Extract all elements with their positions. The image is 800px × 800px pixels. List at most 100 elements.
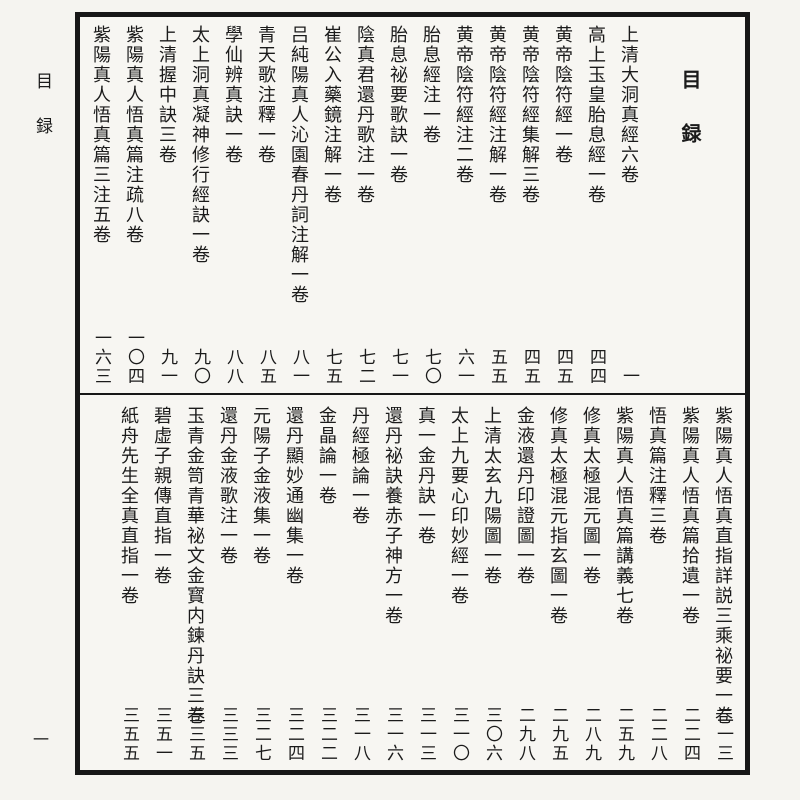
toc-entry: 胎息經注一卷 七〇 [412,25,445,389]
toc-entry: 黄帝陰符經注二卷 六一 [445,25,478,389]
toc-entry-title: 太上洞真凝神修行經訣一卷 [189,25,210,265]
toc-entry: 金晶論一卷 三二二 [308,406,341,766]
toc-entry: 青天歌注釋一卷 八五 [247,25,280,389]
toc-entry-title: 紫陽真人悟真篇注疏八卷 [123,25,144,245]
toc-entry-page-number: 三〇六 [482,706,502,763]
toc-entry: 胎息祕要歌訣一卷 七一 [379,25,412,389]
toc-entry-title: 學仙辨真訣一卷 [222,25,243,165]
toc-entry-title: 黄帝陰符經集解三卷 [519,25,540,205]
toc-entry-title: 青天歌注釋一卷 [255,25,276,165]
toc-entry-page-number: 九一 [157,348,177,386]
toc-entry-page-number: 一六三 [91,329,111,386]
toc-entry-page-number: 六一 [454,348,474,386]
toc-entry-title: 太上九要心印妙經一卷 [448,406,469,606]
toc-entry-page-number: 二一三 [713,706,733,763]
toc-entry-page-number: 一〇四 [124,329,144,386]
toc-entry-title: 修真太極混元圖一卷 [580,406,601,586]
toc-entry: 崔公入藥鏡注解一卷 七五 [313,25,346,389]
toc-entry-page-number: 三二七 [251,706,271,763]
margin-title-label: 目録 [32,72,52,162]
toc-entry: 紫陽真人悟真篇拾遺一卷 二二四 [671,406,704,766]
toc-entry-title: 悟真篇注釋三卷 [646,406,667,546]
toc-entry: 上清握中訣三卷 九一 [148,25,181,389]
toc-entry-page-number: 三三三 [218,706,238,763]
toc-entry-page-number: 二九八 [515,706,535,763]
toc-entry-title: 還丹金液歌注一卷 [217,406,238,566]
toc-entry: 丹經極論一卷 三一八 [341,406,374,766]
toc-entry-page-number: 一 [619,367,639,386]
toc-entry-title: 紫陽真人悟真篇講義七卷 [613,406,634,626]
toc-entry-title: 崔公入藥鏡注解一卷 [321,25,342,205]
toc-entry: 黄帝陰符經注解一卷 五五 [478,25,511,389]
toc-entry-page-number: 二二四 [680,706,700,763]
folio-page-number: 一 [33,730,50,749]
toc-entry: 太上洞真凝神修行經訣一卷 九〇 [181,25,214,389]
toc-entry: 悟真篇注釋三卷 二二八 [638,406,671,766]
toc-entry-page-number: 四五 [520,348,540,386]
toc-entry-page-number: 三一三 [416,706,436,763]
content-frame: 目録 上清大洞真經六卷 一 高上玉皇胎息經一卷 四四 黄帝陰符經一卷 四五 [75,12,750,775]
toc-entry-title: 真一金丹訣一卷 [415,406,436,546]
toc-entry-title: 高上玉皇胎息經一卷 [585,25,606,205]
toc-entry-page-number: 二八九 [581,706,601,763]
toc-entry: 陰真君還丹歌注一卷 七二 [346,25,379,389]
toc-entry-page-number: 二二八 [647,706,667,763]
toc-entry-title: 上清握中訣三卷 [156,25,177,165]
toc-entry-page-number: 八五 [256,348,276,386]
toc-entry: 上清太玄九陽圖一卷 三〇六 [473,406,506,766]
toc-entry-page-number: 三五五 [119,706,139,763]
toc-entry-title: 還丹祕訣養赤子神方一卷 [382,406,403,626]
toc-entry: 紫陽真人悟真篇三注五卷 一六三 [82,25,115,389]
toc-entry-page-number: 七二 [355,348,375,386]
toc-section-top: 目録 上清大洞真經六卷 一 高上玉皇胎息經一卷 四四 黄帝陰符經一卷 四五 [80,17,745,393]
toc-entry-page-number: 八八 [223,348,243,386]
toc-entry-title: 金晶論一卷 [316,406,337,506]
toc-entry: 還丹顯妙通幽集一卷 三二四 [275,406,308,766]
toc-entry-page-number: 八一 [289,348,309,386]
toc-entry: 紫陽真人悟真直指詳説三乘祕要一卷 二一三 [704,406,737,766]
toc-entry: 黄帝陰符經一卷 四五 [544,25,577,389]
toc-entry-title: 元陽子金液集一卷 [250,406,271,566]
toc-entry-title: 上清大洞真經六卷 [618,25,639,185]
toc-entry-title: 黄帝陰符經注解一卷 [486,25,507,205]
toc-entry-title: 上清太玄九陽圖一卷 [481,406,502,586]
toc-entry-title: 陰真君還丹歌注一卷 [354,25,375,205]
toc-entry-page-number: 九〇 [190,348,210,386]
toc-entry: 黄帝陰符經集解三卷 四五 [511,25,544,389]
toc-entry: 碧虚子親傳直指一卷 三五一 [143,406,176,766]
toc-entry: 修真太極混元指玄圖一卷 二九五 [539,406,572,766]
toc-entry-page-number: 三一〇 [449,706,469,763]
toc-entry-page-number: 三一六 [383,706,403,763]
toc-entry: 紫陽真人悟真篇注疏八卷 一〇四 [115,25,148,389]
toc-entry: 紫陽真人悟真篇講義七卷 二五九 [605,406,638,766]
toc-entry-title: 紫陽真人悟真篇拾遺一卷 [679,406,700,626]
toc-section-bottom: 紫陽真人悟真直指詳説三乘祕要一卷 二一三 紫陽真人悟真篇拾遺一卷 二二四 悟真篇… [80,393,745,770]
toc-entry-page-number: 七〇 [421,348,441,386]
toc-entry-title: 丹經極論一卷 [349,406,370,526]
toc-entry: 高上玉皇胎息經一卷 四四 [577,25,610,389]
toc-entry-page-number: 二五九 [614,706,634,763]
toc-entry-title: 吕純陽真人沁園春丹詞注解一卷 [288,25,309,305]
toc-entry-title: 胎息祕要歌訣一卷 [387,25,408,185]
toc-entry-title: 修真太極混元指玄圖一卷 [547,406,568,626]
toc-entry: 紙舟先生全真直指一卷 三五五 [110,406,143,766]
toc-entry: 真一金丹訣一卷 三一三 [407,406,440,766]
toc-entry-title: 胎息經注一卷 [420,25,441,145]
toc-entry-title: 黄帝陰符經一卷 [552,25,573,165]
toc-entry-page-number: 七一 [388,348,408,386]
toc-entry-title: 還丹顯妙通幽集一卷 [283,406,304,586]
toc-entry-title: 紫陽真人悟真直指詳説三乘祕要一卷 [712,406,733,726]
toc-entry: 玉青金笥青華祕文金寳内鍊丹訣三卷 三三五 [176,406,209,766]
toc-entry-page-number: 三二四 [284,706,304,763]
toc-entry-page-number: 三二二 [317,706,337,763]
toc-entry-page-number: 三三五 [185,706,205,763]
toc-entry-page-number: 五五 [487,348,507,386]
toc-entry-title: 金液還丹印證圖一卷 [514,406,535,586]
toc-entry: 修真太極混元圖一卷 二八九 [572,406,605,766]
toc-entry-title: 黄帝陰符經注二卷 [453,25,474,185]
toc-entry-page-number: 七五 [322,348,342,386]
toc-entry: 元陽子金液集一卷 三二七 [242,406,275,766]
toc-entry-page-number: 四五 [553,348,573,386]
toc-entry: 還丹金液歌注一卷 三三三 [209,406,242,766]
